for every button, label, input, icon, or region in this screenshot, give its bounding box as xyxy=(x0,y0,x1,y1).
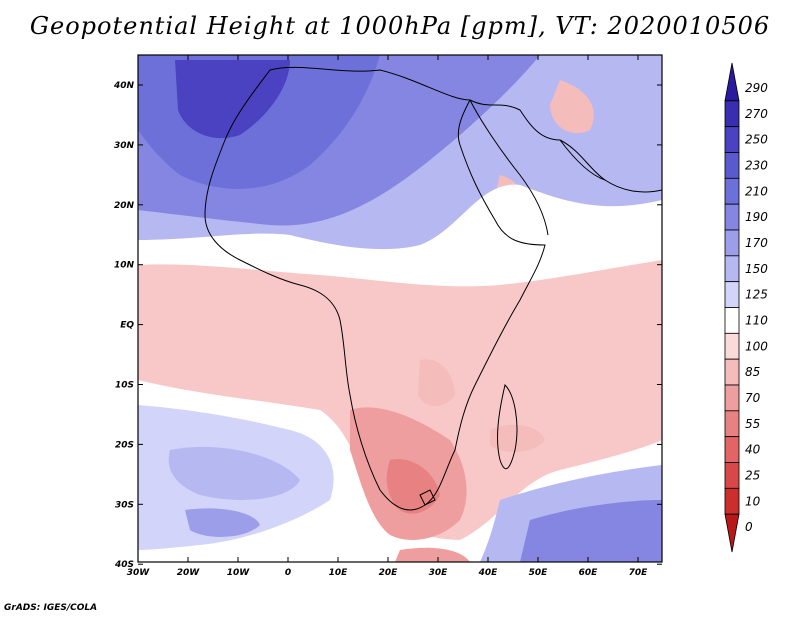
colorbar-level-label: 0 xyxy=(745,520,753,534)
lon-label: 0 xyxy=(285,568,291,578)
colorbar-swatch xyxy=(724,203,740,231)
lon-label: 70E xyxy=(629,568,649,578)
lat-label: 40S xyxy=(114,560,134,570)
colorbar-level-label: 10 xyxy=(745,494,761,508)
colorbar-level-label: 25 xyxy=(745,468,760,482)
lon-label: 10W xyxy=(227,568,251,578)
colorbar-level-label: 40 xyxy=(745,443,761,457)
coastlines xyxy=(204,66,662,511)
colorbar-level-label: 70 xyxy=(745,391,761,405)
colorbar-level-label: 190 xyxy=(745,210,768,224)
lon-label: 10E xyxy=(329,568,349,578)
lon-label: 20E xyxy=(379,568,399,578)
colorbar-level-label: 230 xyxy=(745,158,768,172)
lon-label: 20W xyxy=(177,568,201,578)
lat-label: 20N xyxy=(114,201,135,211)
colorbar-level-label: 85 xyxy=(745,365,760,379)
lat-label: 30N xyxy=(114,141,135,151)
lat-label: 30S xyxy=(115,500,134,510)
lon-label: 30W xyxy=(127,568,151,578)
colorbar-swatch xyxy=(724,307,740,334)
lat-label: EQ xyxy=(120,321,134,331)
latitude-axis: 40N 30N 20N 10N EQ 10S 20S 30S 40S xyxy=(113,81,662,570)
lat-label: 10S xyxy=(115,381,134,391)
grads-credit: GrADS: IGES/COLA xyxy=(4,603,98,613)
longitude-axis: 30W 20W 10W 0 10E 20E 30E 40E 50E 60E 70E xyxy=(127,55,648,578)
colorbar-level-label: 125 xyxy=(745,288,768,302)
colorbar-swatch xyxy=(724,255,740,283)
colorbar-swatch xyxy=(724,384,740,412)
colorbar: 2902702502302101901701501251101008570554… xyxy=(724,62,768,553)
colorbar-level-label: 100 xyxy=(745,339,768,353)
colorbar-top-arrow xyxy=(724,62,740,102)
map-frame xyxy=(137,54,663,563)
lon-label: 60E xyxy=(579,568,599,578)
lon-label: 30E xyxy=(429,568,449,578)
colorbar-swatch xyxy=(724,100,740,128)
colorbar-level-label: 170 xyxy=(745,236,768,250)
colorbar-swatch xyxy=(724,281,740,308)
colorbar-level-label: 290 xyxy=(745,81,768,95)
colorbar-swatch xyxy=(724,152,740,179)
lat-label: 20S xyxy=(115,440,134,450)
map-title: Geopotential Height at 1000hPa [gpm], VT… xyxy=(29,12,771,40)
lon-label: 40E xyxy=(478,568,499,578)
colorbar-swatch xyxy=(724,410,740,438)
colorbar-level-label: 250 xyxy=(745,133,768,147)
colorbar-swatch xyxy=(724,229,740,257)
colorbar-level-label: 110 xyxy=(745,313,768,327)
colorbar-level-label: 210 xyxy=(745,184,768,198)
colorbar-swatch xyxy=(724,126,740,153)
height-field xyxy=(138,55,662,562)
colorbar-swatch xyxy=(724,358,740,386)
lon-label: 50E xyxy=(529,568,549,578)
lat-label: 40N xyxy=(113,81,135,91)
colorbar-level-label: 270 xyxy=(745,107,768,121)
colorbar-swatch xyxy=(724,332,740,360)
colorbar-level-label: 55 xyxy=(745,417,760,431)
colorbar-swatch xyxy=(724,436,740,463)
colorbar-swatch xyxy=(724,177,740,205)
colorbar-swatch xyxy=(724,462,740,489)
colorbar-level-label: 150 xyxy=(745,262,768,276)
lat-label: 10N xyxy=(114,261,135,271)
colorbar-bottom-arrow xyxy=(724,513,740,553)
colorbar-swatch xyxy=(724,487,740,515)
